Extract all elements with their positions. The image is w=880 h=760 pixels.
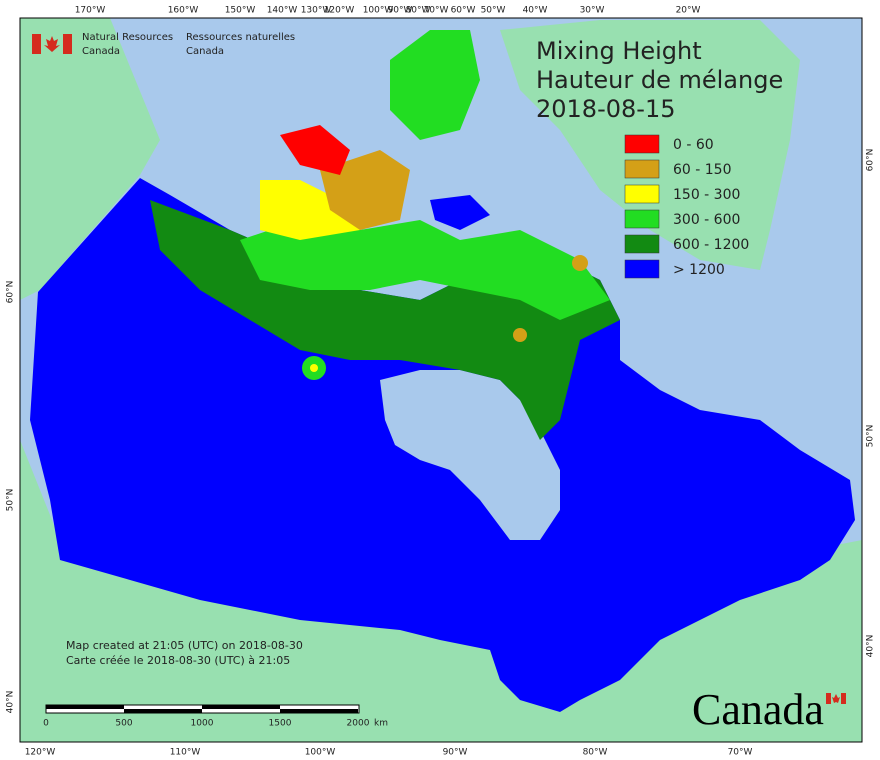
graticule-label: 130°W [301,6,332,16]
graticule-label: 30°W [580,6,605,16]
zone-60-150-spot [572,255,588,271]
graticule-label: 70°W [728,748,753,758]
maple-leaf [832,694,840,703]
graticule-label: 40°N [866,635,876,658]
graticule-label: 20°W [676,6,701,16]
legend-label: 300 - 600 [673,212,740,228]
legend-label: 0 - 60 [673,137,714,153]
title-line: Hauteur de mélange [536,66,783,94]
hudson-bay [380,370,560,540]
scale-label: 2000 [347,719,370,729]
zone-300-600 [240,220,610,320]
zone-0-60 [280,125,350,175]
header-text: Natural Resources [82,32,173,43]
zone-60-150-spot [513,328,527,342]
flag-bar [826,693,831,704]
legend-label: 60 - 150 [673,162,732,178]
legend-label: > 1200 [673,262,725,278]
header-text: Canada [82,46,120,57]
zone-150-300 [260,180,360,240]
graticule-label: 40°N [6,691,16,714]
legend-label: 600 - 1200 [673,237,749,253]
legend-swatch [624,209,660,229]
header-text: Ressources naturelles [186,32,295,43]
graticule-label: 120°W [324,6,355,16]
graticule-label: 80°W [406,6,431,16]
graticule-label: 80°W [583,748,608,758]
legend-swatch [624,159,660,179]
scale-label: 1500 [269,719,292,729]
header-text: Canada [186,46,224,57]
scale-segment [280,709,358,713]
graticule-label: 60°W [451,6,476,16]
zone-60-150 [320,150,410,230]
graticule-label: 70°W [424,6,449,16]
zone-1200-north [430,195,490,230]
graticule-label: 120°W [25,748,56,758]
maple-leaf [44,36,60,52]
graticule-label: 170°W [75,6,106,16]
graticule-label: 100°W [363,6,394,16]
legend-swatch [624,184,660,204]
alaska [20,18,160,300]
graticule-label: 50°N [6,489,16,512]
graticule-label: 150°W [225,6,256,16]
usa [20,440,862,742]
scale-segment [46,705,124,709]
graticule-label: 60°N [866,149,876,172]
graticule-label: 40°W [523,6,548,16]
graticule-label: 110°W [170,748,201,758]
graticule-label: 140°W [267,6,298,16]
graticule-label: 160°W [168,6,199,16]
graticule-label: 90°W [443,748,468,758]
flag-bar [841,693,846,704]
graticule-label: 50°W [481,6,506,16]
flag-bar [32,34,41,54]
legend-swatch [624,234,660,254]
scale-segment [124,709,202,713]
scale-unit: km [374,719,388,729]
graticule-label: 60°N [6,281,16,304]
wordmark: Canada [692,685,824,734]
legend-label: 150 - 300 [673,187,740,203]
scale-label: 500 [115,719,132,729]
note: Carte créée le 2018-08-30 (UTC) à 21:05 [66,654,290,667]
legend-swatch [624,259,660,279]
note: Map created at 21:05 (UTC) on 2018-08-30 [66,639,303,652]
map-frame [19,17,863,743]
zone-300-600-north [390,30,480,140]
scale-segment [202,705,280,709]
legend-swatch [624,134,660,154]
scale-label: 0 [43,719,49,729]
flag-bar [63,34,72,54]
graticule-label: 90°W [388,6,413,16]
graticule-label: 100°W [305,748,336,758]
graticule-label: 50°N [866,425,876,448]
title-line: Mixing Height [536,37,702,65]
zone-150-300-spot [310,364,318,372]
scale-label: 1000 [191,719,214,729]
title-line: 2018-08-15 [536,95,675,123]
